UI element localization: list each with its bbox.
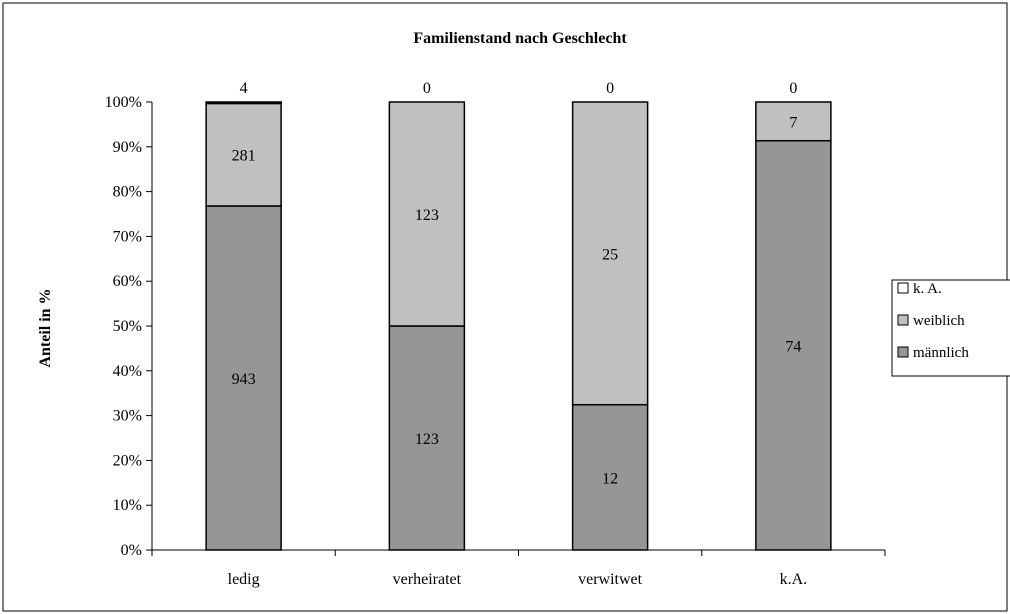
- data-label: 7: [789, 114, 797, 131]
- y-tick-label: 0%: [121, 542, 142, 559]
- legend-label: weiblich: [913, 313, 965, 329]
- chart-title: Familienstand nach Geschlecht: [413, 30, 627, 47]
- data-label: 25: [602, 246, 618, 263]
- bar-segment-k. A.: [205, 101, 282, 105]
- y-tick-label: 40%: [113, 363, 142, 380]
- legend-swatch: [897, 314, 909, 326]
- data-label: 0: [606, 80, 614, 97]
- data-label: 0: [423, 80, 431, 97]
- y-tick-label: 10%: [113, 497, 142, 514]
- data-label: 74: [785, 338, 801, 355]
- y-tick-label: 50%: [113, 318, 142, 335]
- bar-segment-weiblich: [755, 101, 832, 142]
- data-label: 123: [415, 431, 439, 448]
- y-tick-label: 80%: [113, 184, 142, 201]
- data-label: 4: [240, 80, 248, 97]
- bar-segment-männlich: [571, 403, 649, 551]
- plot-area: 0% 10% 20% 30% 40% 50% 60% 70% 80% 90% 100% 943 281 4…: [105, 80, 886, 588]
- y-tick-label: 30%: [113, 408, 142, 425]
- x-tick-label: verheiratet: [393, 571, 462, 588]
- x-tick-label: k.A.: [780, 571, 808, 588]
- y-tick-label: 60%: [113, 273, 142, 290]
- bar-segment-männlich: [755, 139, 832, 551]
- bar-segment-weiblich: [571, 101, 649, 406]
- bar-segment-weiblich: [205, 102, 282, 207]
- data-label: 123: [415, 207, 439, 224]
- y-tick-label: 70%: [113, 228, 142, 245]
- legend-swatch: [897, 346, 909, 358]
- x-tick-label: ledig: [228, 571, 260, 588]
- legend-swatch: [897, 282, 909, 294]
- data-label: 943: [232, 371, 256, 388]
- y-axis-label: Anteil in %: [37, 288, 54, 367]
- y-tick-label: 90%: [113, 139, 142, 156]
- data-label: 0: [789, 80, 797, 97]
- bar-segment-weiblich: [388, 101, 466, 327]
- bar-segment-männlich: [205, 205, 282, 551]
- x-tick-label: verwitwet: [578, 571, 643, 588]
- legend-label: männlich: [913, 345, 969, 361]
- data-label: 281: [232, 148, 256, 165]
- legend: k. A. weiblich männlich: [891, 279, 1010, 377]
- legend-box: [891, 279, 1010, 377]
- data-label: 12: [602, 470, 618, 487]
- legend-label: k. A.: [913, 281, 942, 297]
- y-tick-label: 20%: [113, 452, 142, 469]
- y-tick-label: 100%: [105, 94, 142, 111]
- bar-segment-männlich: [388, 325, 466, 551]
